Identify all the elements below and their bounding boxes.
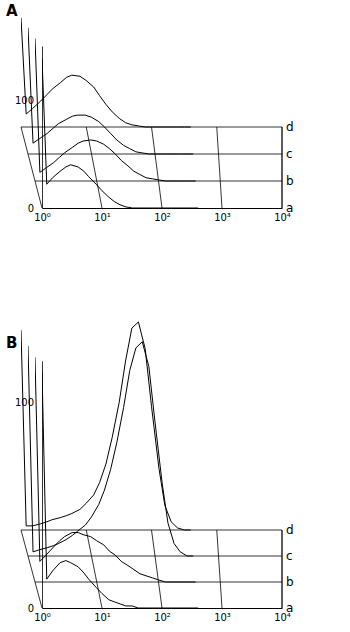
- y-tick: 100: [15, 397, 42, 408]
- x-tick-label: 10²: [154, 212, 171, 223]
- series-label: b: [286, 575, 294, 589]
- x-tick-label: 10⁰: [34, 612, 51, 623]
- figure: Adcba10⁰10¹10²10³10⁴0100Bdcba10⁰10¹10²10…: [0, 0, 350, 632]
- grid-line: [86, 127, 102, 208]
- x-tick: 10⁴: [274, 608, 291, 623]
- y-tick-label: 0: [28, 203, 34, 214]
- x-tick: 10²: [154, 208, 171, 223]
- x-tick: 10¹: [94, 608, 111, 623]
- depth-edge: [282, 127, 283, 208]
- grid-line: [152, 530, 163, 608]
- x-axis-line: [43, 208, 283, 209]
- plot-area: [21, 322, 191, 530]
- grid-line: [282, 127, 283, 208]
- histogram-line: [42, 58, 198, 208]
- plot-area: [21, 18, 191, 127]
- grid-line: [217, 530, 222, 608]
- histogram-line: [35, 357, 196, 582]
- series-label: d: [286, 120, 294, 134]
- grid-line: [217, 127, 222, 208]
- histogram-line: [21, 18, 191, 127]
- y-tick-label: 100: [15, 95, 34, 106]
- plot-area: [35, 38, 196, 181]
- histogram-line: [21, 322, 191, 530]
- x-tick-label: 10⁴: [274, 612, 291, 623]
- x-axis: 10⁰ 10¹ 10² 10³ 10⁴: [34, 208, 291, 223]
- series-label: c: [286, 147, 293, 161]
- histogram-line: [35, 38, 196, 181]
- depth-edge: [282, 530, 283, 608]
- plot-area: [42, 371, 198, 608]
- x-tick: 10²: [154, 608, 171, 623]
- y-axis: 0 100: [15, 361, 43, 613]
- grid-line: [21, 530, 42, 608]
- y-axis-line: [42, 47, 43, 209]
- x-tick-label: 10⁰: [34, 212, 51, 223]
- plot-area: [42, 58, 198, 208]
- panel: Adcba10⁰10¹10²10³10⁴0100: [6, 2, 294, 223]
- series-label: b: [286, 174, 294, 188]
- plot-area: [28, 342, 193, 556]
- x-tick: 10³: [214, 208, 231, 223]
- grid-line: [86, 530, 102, 608]
- y-axis-line: [42, 361, 43, 608]
- x-axis-line: [43, 608, 283, 609]
- plot-area: [35, 357, 196, 582]
- x-tick-label: 10³: [214, 612, 231, 623]
- x-tick-label: 10¹: [94, 212, 111, 223]
- panel-title: B: [6, 334, 17, 352]
- x-tick: 10³: [214, 608, 231, 623]
- grid-line: [152, 127, 163, 208]
- x-tick-label: 10¹: [94, 612, 111, 623]
- x-tick: 10⁴: [274, 208, 291, 223]
- x-tick-label: 10⁴: [274, 212, 291, 223]
- x-tick-label: 10³: [214, 212, 231, 223]
- x-tick: 10⁰: [34, 608, 51, 623]
- histogram-line: [28, 28, 193, 154]
- series-label: d: [286, 523, 294, 537]
- x-tick: 10¹: [94, 208, 111, 223]
- x-tick-label: 10²: [154, 612, 171, 623]
- y-tick-label: 0: [28, 603, 34, 614]
- y-tick: 0: [28, 603, 42, 614]
- panel: Bdcba10⁰10¹10²10³10⁴0100: [6, 322, 294, 623]
- y-tick-label: 100: [15, 397, 34, 408]
- histogram-line: [42, 371, 198, 608]
- panel-title: A: [6, 2, 18, 20]
- y-tick: 100: [15, 95, 42, 106]
- x-axis: 10⁰ 10¹ 10² 10³ 10⁴: [34, 608, 291, 623]
- x-tick: 10⁰: [34, 208, 51, 223]
- histogram-line: [28, 342, 193, 556]
- grid-line: [282, 530, 283, 608]
- y-axis: 0 100: [15, 47, 43, 214]
- series-label: c: [286, 549, 293, 563]
- y-tick: 0: [28, 203, 42, 214]
- plot-area: [28, 28, 193, 154]
